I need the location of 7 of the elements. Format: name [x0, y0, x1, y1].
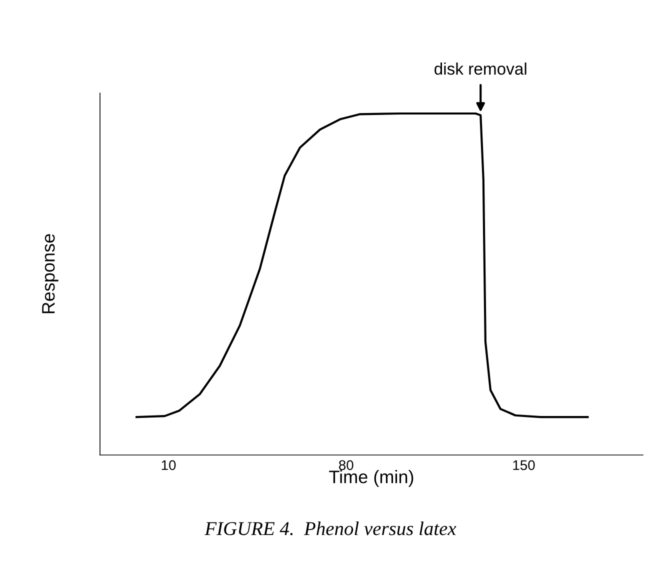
x-tick-label: 150	[513, 460, 535, 470]
x-tick-label: 80	[339, 460, 354, 470]
annotation: disk removal	[434, 62, 526, 75]
x-tick-label: 10	[162, 460, 176, 470]
x-axis-title: Time (min)	[329, 470, 414, 487]
y-axis-title: Response	[42, 234, 58, 314]
caption: FIGURE 4. Phenol versus latex	[204, 522, 456, 536]
